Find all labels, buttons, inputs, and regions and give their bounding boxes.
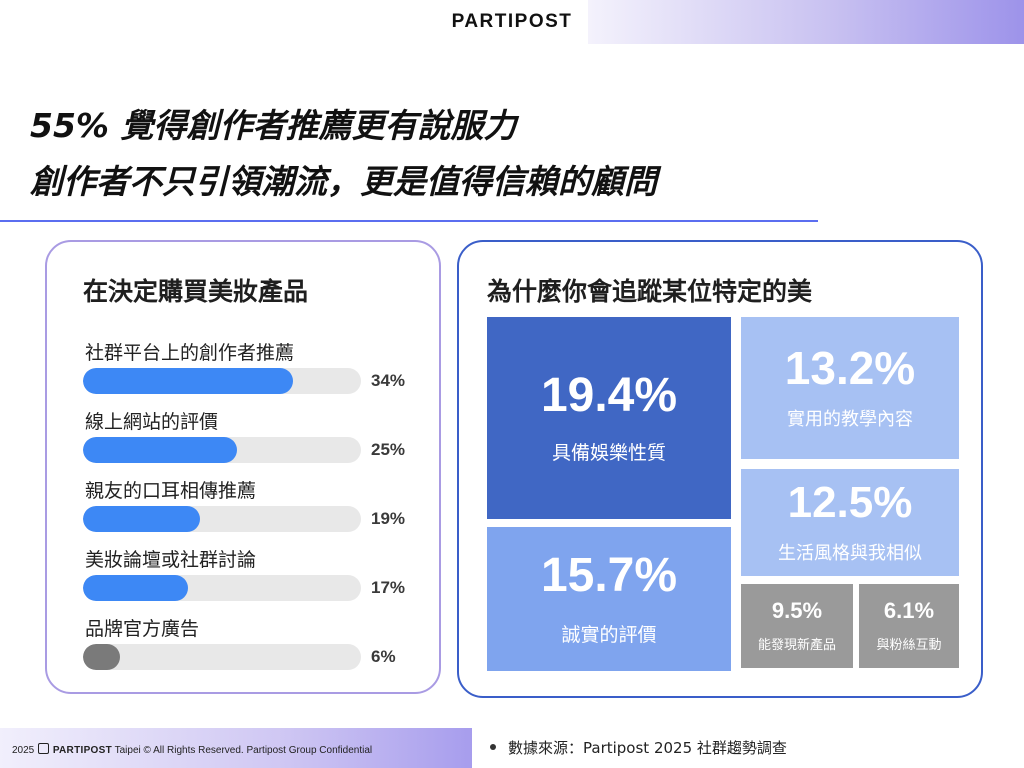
- bar-category-label: 親友的口耳相傳推薦: [85, 480, 257, 502]
- headline-line-2: 創作者不只引領潮流，更是值得信賴的顧問: [30, 162, 657, 201]
- treemap-value-label: 9.5%: [771, 597, 823, 623]
- bar-row: 線上網站的評價 25%: [83, 407, 423, 467]
- bullet-icon: [490, 744, 496, 750]
- bar-mark: [83, 575, 188, 601]
- treemap-category-label: 實用的教學內容: [787, 409, 913, 430]
- treemap-value-label: 15.7%: [540, 548, 678, 602]
- treemap-value-label: 6.1%: [883, 597, 935, 623]
- headline-line-1: 55% 覺得創作者推薦更有說服力: [30, 106, 517, 145]
- treemap-tile: 6.1% 與粉絲互動: [859, 584, 959, 668]
- bar-value-label: 25%: [371, 440, 406, 459]
- footer-copyright: 2025 PARTIPOST Taipei © All Rights Reser…: [12, 743, 372, 756]
- bar-track: [83, 575, 361, 601]
- bar-mark: [83, 437, 237, 463]
- bar-row: 品牌官方廣告 6%: [83, 614, 423, 674]
- treemap-value-label: 12.5%: [787, 477, 913, 527]
- bar-track: [83, 644, 361, 670]
- treemap-category-label: 與粉絲互動: [876, 637, 942, 653]
- follow-reasons-card: 為什麼你會追蹤某位特定的美 19.4% 具備娛樂性質 15.7% 誠實的評價 13.2%…: [457, 240, 983, 698]
- bar-row: 社群平台上的創作者推薦 34%: [83, 338, 423, 398]
- bar-value-label: 34%: [371, 371, 406, 390]
- treemap-value-label: 19.4%: [540, 368, 678, 422]
- purchase-factors-card: 在決定購買美妝產品 社群平台上的創作者推薦 34% 線上網站的評價 25% 親友的口耳相…: [45, 240, 441, 694]
- header-gradient: [588, 0, 1024, 44]
- bar-track: [83, 368, 361, 394]
- bar-mark: [83, 368, 293, 394]
- treemap-category-label: 能發現新產品: [757, 637, 836, 653]
- bar-track: [83, 437, 361, 463]
- data-source-text: 數據來源：Partipost 2025 社群趨勢調查: [508, 739, 787, 757]
- bar-value-label: 17%: [371, 578, 406, 597]
- footer-text: Taipei © All Rights Reserved. Partipost …: [114, 745, 373, 756]
- bar-row: 美妝論壇或社群討論 17%: [83, 545, 423, 605]
- bar-category-label: 線上網站的評價: [85, 411, 219, 433]
- treemap-category-label: 具備娛樂性質: [551, 441, 666, 464]
- bar-track: [83, 506, 361, 532]
- treemap-category-label: 誠實的評價: [561, 623, 657, 646]
- brand-logo: PARTIPOST: [451, 11, 573, 32]
- footer-brand: PARTIPOST: [52, 745, 112, 756]
- bar-value-label: 6%: [371, 647, 396, 666]
- bar-mark: [83, 644, 120, 670]
- headline-divider: [0, 220, 818, 222]
- bar-value-label: 19%: [371, 509, 406, 528]
- data-source-note: 數據來源：Partipost 2025 社群趨勢調查: [490, 737, 787, 758]
- treemap-tile: 12.5% 生活風格與我相似: [741, 469, 959, 576]
- treemap-value-label: 13.2%: [784, 342, 916, 394]
- bar-mark: [83, 506, 200, 532]
- purchase-factors-title: 在決定購買美妝產品: [83, 277, 309, 306]
- bar-category-label: 美妝論壇或社群討論: [85, 549, 257, 571]
- bar-row: 親友的口耳相傳推薦 19%: [83, 476, 423, 536]
- footer-year: 2025: [12, 745, 35, 756]
- treemap-tile: 19.4% 具備娛樂性質: [487, 317, 731, 519]
- treemap-tile: 15.7% 誠實的評價: [487, 527, 731, 671]
- footer-gradient: [0, 728, 472, 768]
- treemap-tile: 13.2% 實用的教學內容: [741, 317, 959, 459]
- bar-category-label: 品牌官方廣告: [85, 618, 200, 640]
- treemap-category-label: 生活風格與我相似: [778, 542, 922, 564]
- page-headline: 55% 覺得創作者推薦更有說服力 創作者不只引領潮流，更是值得信賴的顧問: [30, 98, 820, 210]
- follow-reasons-title: 為什麼你會追蹤某位特定的美: [487, 277, 813, 306]
- bar-category-label: 社群平台上的創作者推薦: [85, 342, 295, 364]
- partipost-logo-icon: [38, 743, 50, 754]
- treemap-tile: 9.5% 能發現新產品: [741, 584, 853, 668]
